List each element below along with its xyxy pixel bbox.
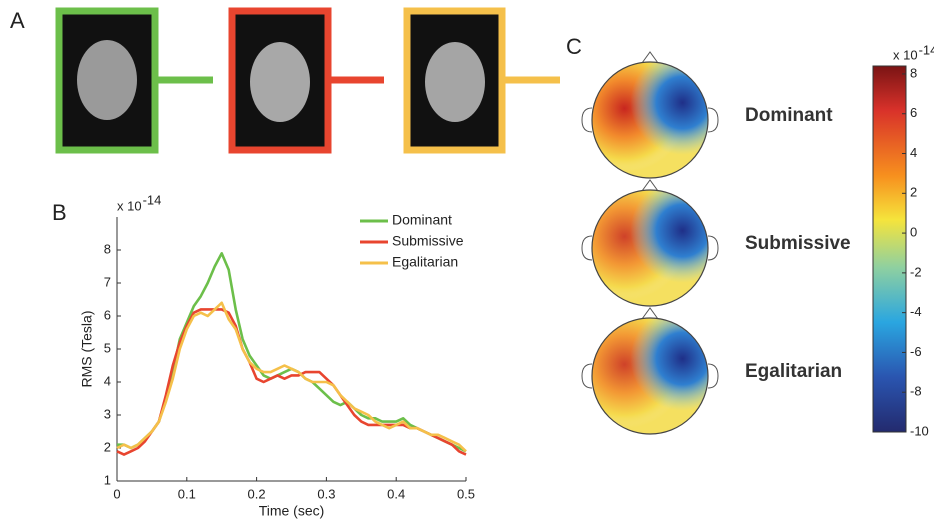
legend-label: Egalitarian [392, 254, 458, 270]
topomap-label: Egalitarian [745, 361, 842, 382]
y-tick-label: 5 [104, 340, 111, 355]
nose [641, 51, 659, 64]
colorbar-tick-label: -10 [910, 423, 929, 438]
colorbar-tick-label: -6 [910, 344, 922, 359]
series-line [116, 308, 467, 456]
panel-label: A [10, 8, 25, 33]
topomap [581, 51, 719, 179]
scalp-outline [591, 61, 709, 179]
y-tick-label: 4 [104, 373, 111, 388]
x-tick-label: 0 [113, 486, 120, 501]
y-tick-label: 6 [104, 307, 111, 322]
ear [581, 107, 593, 133]
series-line [117, 252, 467, 453]
topomap-label: Dominant [745, 105, 833, 126]
legend-label: Submissive [392, 233, 464, 249]
legend-label: Dominant [392, 212, 452, 228]
x-tick-label: 0.2 [248, 486, 266, 501]
nose [641, 179, 659, 192]
y-tick-label: 1 [104, 472, 111, 487]
scalp-neg [592, 62, 708, 178]
series-line [116, 301, 467, 453]
scalp-outline [591, 317, 709, 435]
colorbar-tick-label: 0 [910, 225, 917, 240]
x-tick-label: 0.1 [178, 486, 196, 501]
scalp-outline [591, 189, 709, 307]
y-tick-label: 7 [104, 274, 111, 289]
colorbar-tick-label: -2 [910, 264, 922, 279]
topomap-panel: Dominant Submissive Egalitarian [581, 51, 851, 435]
y-tick-label: 3 [104, 406, 111, 421]
colorbar: 8 6 4 2 0 -2 -4 -6 -8 -10 x 10 -14 [872, 42, 934, 438]
y-exponent-base: x 10 [117, 198, 142, 213]
y-exponent: -14 [143, 192, 162, 207]
panel-label: B [52, 200, 67, 225]
colorbar-exponent-base: x 10 [893, 47, 918, 62]
colorbar-tick-label: 6 [910, 105, 917, 120]
ear [707, 363, 719, 389]
x-tick-label: 0.5 [457, 486, 475, 501]
topomap [581, 307, 719, 435]
colorbar-tick-label: 8 [910, 65, 917, 80]
nose [641, 307, 659, 320]
face-panel [55, 7, 560, 154]
ear [581, 235, 593, 261]
x-tick-label: 0.3 [317, 486, 335, 501]
x-tick-label: 0.4 [387, 486, 405, 501]
colorbar-tick-label: 4 [910, 145, 917, 160]
colorbar-tick-label: 2 [910, 185, 917, 200]
ear [581, 363, 593, 389]
colorbar-fill [872, 65, 907, 433]
topomap-label: Submissive [745, 233, 851, 254]
y-axis-label: RMS (Tesla) [79, 310, 95, 387]
line-chart: 0 0.1 0.2 0.3 0.4 0.5 1 2 3 4 5 6 7 8 Time (sec) RMS (T… [79, 192, 475, 518]
y-tick-label: 2 [104, 439, 111, 454]
y-tick-label: 8 [104, 241, 111, 256]
topomap [581, 179, 719, 307]
ear [707, 235, 719, 261]
ear [707, 107, 719, 133]
colorbar-tick-label: -4 [910, 304, 922, 319]
colorbar-exponent: -14 [919, 42, 934, 57]
x-axis-label: Time (sec) [259, 503, 325, 519]
scalp-neg [592, 190, 708, 306]
colorbar-tick-label: -8 [910, 384, 922, 399]
scalp-neg [592, 318, 708, 434]
panel-label: C [566, 34, 582, 59]
